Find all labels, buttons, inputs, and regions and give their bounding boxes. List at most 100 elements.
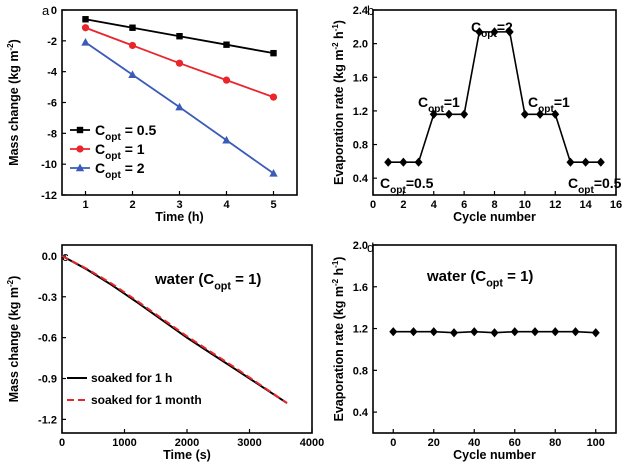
data-point bbox=[429, 327, 438, 337]
data-point bbox=[128, 41, 137, 50]
legend-label: Copt = 2 bbox=[95, 160, 145, 181]
data-point bbox=[399, 157, 408, 167]
legend-label: Copt = 1 bbox=[95, 141, 145, 162]
data-point bbox=[551, 109, 560, 119]
y-tick-label: -4 bbox=[47, 67, 58, 79]
data-point bbox=[222, 76, 231, 84]
data-point bbox=[490, 328, 499, 338]
x-tick-label: 10 bbox=[519, 199, 531, 211]
x-tick-label: 3000 bbox=[237, 437, 261, 449]
data-point bbox=[269, 93, 278, 101]
data-point bbox=[76, 126, 84, 134]
y-tick-label: -0.9 bbox=[38, 374, 57, 386]
x-tick-label: 100 bbox=[587, 437, 605, 449]
data-point bbox=[429, 109, 438, 119]
data-point bbox=[531, 327, 539, 337]
y-tick-label: -0.6 bbox=[38, 333, 57, 345]
data-point bbox=[505, 27, 514, 37]
data-point bbox=[222, 135, 231, 144]
data-point bbox=[475, 27, 484, 37]
data-point bbox=[128, 70, 137, 78]
annotation-label: Copt=0.5 bbox=[568, 175, 622, 196]
y-tick-label: 0 bbox=[51, 5, 57, 17]
data-point bbox=[566, 157, 575, 167]
panel-c: 0 1000 2000 3000 4000 -1.2 -0.9 -0.6 -0.3 0.0 Time… bbox=[6, 244, 324, 462]
panel-d: 0 20 40 60 80 100 0.4 0.8 1.2 1.6 2.0 Cycle number E… bbox=[331, 240, 617, 462]
x-tick-label: 14 bbox=[580, 199, 593, 211]
x-axis-label: Time (s) bbox=[163, 448, 211, 462]
y-tick-label: -10 bbox=[41, 159, 57, 171]
panel-a: 1 2 3 4 5 -12 -10 -8 -6 -4 -2 0 Time (h) Mass change … bbox=[6, 3, 298, 224]
x-tick-label: 0 bbox=[390, 437, 396, 449]
data-point bbox=[581, 157, 590, 167]
x-axis-label: Cycle number bbox=[453, 448, 536, 462]
data-point bbox=[82, 16, 89, 23]
data-point bbox=[470, 327, 479, 337]
data-point bbox=[76, 145, 84, 153]
data-point bbox=[389, 327, 398, 337]
x-tick-label: 4000 bbox=[300, 437, 324, 449]
plot-frame bbox=[372, 244, 617, 434]
x-tick-label: 40 bbox=[468, 437, 480, 449]
x-tick-label: 4 bbox=[431, 199, 438, 211]
data-point bbox=[510, 327, 519, 337]
y-axis-label: Evaporation rate (kg m-2 h-1) bbox=[331, 20, 346, 185]
x-tick-label: 12 bbox=[549, 199, 561, 211]
data-point bbox=[571, 327, 580, 337]
x-tick-label: 1 bbox=[82, 199, 88, 211]
panel-title: water (Copt = 1) bbox=[154, 271, 261, 292]
x-tick-label: 20 bbox=[428, 437, 440, 449]
data-point bbox=[129, 24, 136, 31]
x-tick-label: 80 bbox=[549, 437, 561, 449]
x-tick-label: 2000 bbox=[175, 437, 199, 449]
data-point bbox=[270, 49, 277, 57]
y-tick-label: 0.8 bbox=[353, 140, 368, 152]
x-tick-label: 4 bbox=[223, 199, 230, 211]
y-tick-label: -0.3 bbox=[38, 292, 57, 304]
data-point bbox=[81, 24, 90, 32]
y-tick-label: 0.4 bbox=[353, 407, 369, 419]
panel-letter: a bbox=[42, 3, 50, 18]
annotation-label: Copt=1 bbox=[418, 94, 460, 115]
data-point bbox=[75, 163, 85, 172]
x-tick-label: 6 bbox=[461, 199, 467, 211]
x-axis-label: Time (h) bbox=[155, 210, 203, 224]
panel-letter: d bbox=[367, 240, 374, 255]
data-point bbox=[520, 109, 529, 119]
legend-label: soaked for 1 month bbox=[91, 393, 202, 407]
y-tick-label: -1.2 bbox=[38, 414, 57, 426]
data-point bbox=[591, 328, 600, 338]
data-point bbox=[81, 37, 90, 46]
legend-label: soaked for 1 h bbox=[91, 371, 172, 385]
y-tick-label: 0.4 bbox=[353, 173, 369, 185]
y-tick-label: -12 bbox=[41, 190, 57, 202]
y-tick-label: 2.4 bbox=[353, 5, 369, 17]
x-tick-label: 60 bbox=[509, 437, 521, 449]
data-point bbox=[414, 157, 423, 167]
data-point bbox=[450, 328, 458, 338]
x-tick-label: 8 bbox=[491, 199, 497, 211]
x-tick-label: 0 bbox=[59, 437, 65, 449]
x-axis-label: Cycle number bbox=[453, 210, 536, 224]
data-point bbox=[536, 109, 545, 119]
y-tick-label: -2 bbox=[47, 36, 57, 48]
y-tick-label: 1.6 bbox=[353, 282, 368, 294]
y-tick-label: -8 bbox=[47, 128, 57, 140]
y-tick-label: 1.2 bbox=[353, 106, 368, 118]
data-point bbox=[490, 27, 499, 37]
data-point bbox=[175, 59, 184, 67]
data-point bbox=[269, 169, 278, 177]
x-tick-label: 3 bbox=[176, 199, 182, 211]
x-tick-label: 16 bbox=[610, 199, 622, 211]
data-point bbox=[444, 109, 453, 119]
y-axis-label: Evaporation rate (kg m-2 h-1) bbox=[331, 257, 346, 422]
panel-letter: b bbox=[367, 3, 374, 18]
legend-label: Copt = 0.5 bbox=[95, 122, 156, 143]
data-point bbox=[176, 33, 183, 40]
x-tick-label: 2 bbox=[129, 199, 135, 211]
data-point bbox=[596, 157, 605, 167]
data-point bbox=[384, 157, 393, 167]
data-point bbox=[223, 41, 230, 48]
x-tick-label: 1000 bbox=[112, 437, 136, 449]
